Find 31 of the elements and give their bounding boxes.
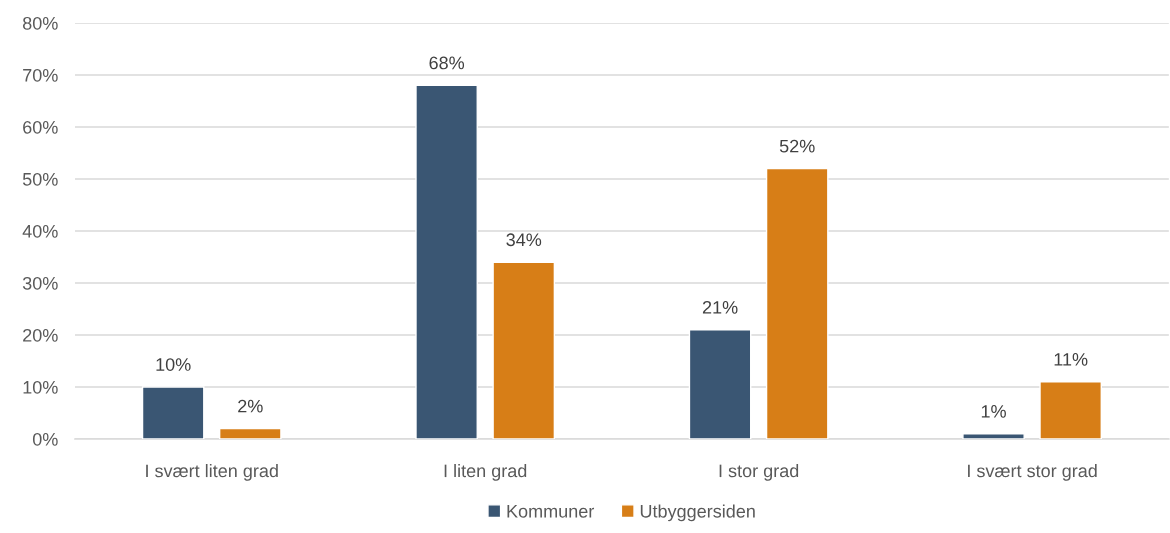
x-tick-label: I svært stor grad	[968, 464, 1097, 481]
y-tick-label: 40%	[22, 224, 58, 238]
data-label: 21%	[702, 300, 738, 314]
bar	[962, 433, 1025, 439]
y-tick-label: 70%	[23, 68, 58, 82]
data-label: 52%	[779, 139, 815, 153]
legend-label: Kommuner	[507, 505, 595, 518]
x-tick-label: I liten grad	[444, 464, 527, 481]
y-tick-label: 0%	[32, 432, 58, 446]
y-tick-label: 10%	[23, 380, 58, 394]
bar	[141, 386, 205, 439]
y-tick-label: 60%	[23, 120, 58, 134]
bar	[415, 84, 478, 439]
x-tick-label: I stor grad	[719, 464, 799, 481]
data-label: 2%	[238, 399, 263, 413]
legend-label: Utbyggersiden	[640, 504, 755, 522]
bar	[765, 167, 829, 439]
bar	[688, 329, 752, 439]
data-label: 1%	[981, 405, 1006, 418]
y-tick-label: 50%	[22, 172, 58, 186]
data-label: 34%	[506, 233, 542, 247]
data-label: 11%	[1054, 353, 1088, 366]
bar	[218, 427, 282, 439]
bar	[492, 261, 556, 439]
bar	[1039, 381, 1102, 439]
data-label: 68%	[429, 56, 465, 70]
data-label: 10%	[156, 358, 191, 371]
y-tick-label: 20%	[23, 328, 58, 342]
y-tick-label: 80%	[22, 16, 58, 30]
x-tick-label: I svært liten grad	[146, 464, 278, 481]
y-tick-label: 30%	[22, 276, 58, 290]
